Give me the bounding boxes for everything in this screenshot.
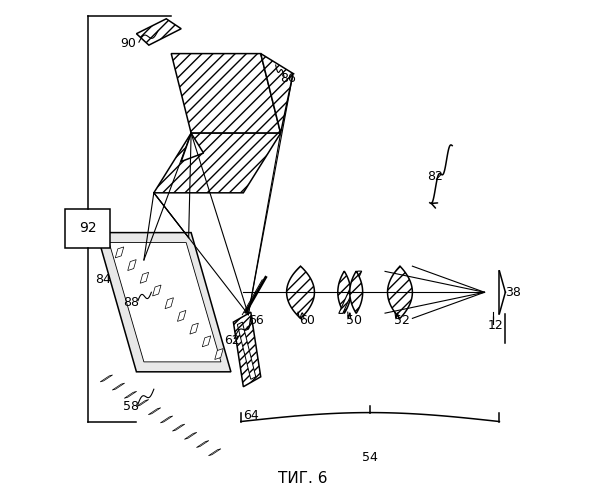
Polygon shape xyxy=(196,440,209,448)
Polygon shape xyxy=(112,383,125,390)
Polygon shape xyxy=(136,400,148,406)
Text: 50: 50 xyxy=(345,314,362,327)
Polygon shape xyxy=(153,285,161,296)
Text: 92: 92 xyxy=(79,221,96,235)
Polygon shape xyxy=(215,348,223,360)
Bar xyxy=(65,208,110,248)
Polygon shape xyxy=(339,271,362,314)
Polygon shape xyxy=(136,19,181,45)
Text: 84: 84 xyxy=(95,274,111,286)
Text: ΤИГ. 6: ΤИГ. 6 xyxy=(278,471,328,486)
Polygon shape xyxy=(190,323,198,334)
Text: 12: 12 xyxy=(488,319,504,332)
Polygon shape xyxy=(178,310,186,322)
Text: 62: 62 xyxy=(224,334,240,347)
Text: 64: 64 xyxy=(243,408,259,422)
Polygon shape xyxy=(171,54,281,133)
Polygon shape xyxy=(261,54,293,133)
Text: 54: 54 xyxy=(362,452,378,464)
Polygon shape xyxy=(350,271,362,314)
Text: 90: 90 xyxy=(120,37,136,50)
Text: 66: 66 xyxy=(248,314,264,327)
Polygon shape xyxy=(148,408,161,414)
Polygon shape xyxy=(109,242,221,362)
Text: 60: 60 xyxy=(299,314,315,327)
Text: 88: 88 xyxy=(124,296,139,308)
Polygon shape xyxy=(387,266,412,318)
Polygon shape xyxy=(96,232,231,372)
Polygon shape xyxy=(124,392,137,398)
Polygon shape xyxy=(208,449,221,456)
Polygon shape xyxy=(184,432,197,440)
Text: 52: 52 xyxy=(393,314,410,327)
Polygon shape xyxy=(238,322,256,380)
Polygon shape xyxy=(233,312,261,386)
Text: 82: 82 xyxy=(427,170,443,183)
Polygon shape xyxy=(115,247,124,258)
Text: 58: 58 xyxy=(124,400,139,413)
Polygon shape xyxy=(161,416,173,423)
Text: 86: 86 xyxy=(280,72,296,85)
Polygon shape xyxy=(140,272,148,283)
Polygon shape xyxy=(165,298,173,308)
Polygon shape xyxy=(100,375,113,382)
Polygon shape xyxy=(172,424,185,431)
Polygon shape xyxy=(128,260,136,270)
Text: 38: 38 xyxy=(505,286,521,299)
Polygon shape xyxy=(181,133,204,162)
Polygon shape xyxy=(202,336,211,347)
Polygon shape xyxy=(338,271,351,314)
Polygon shape xyxy=(154,133,281,193)
Polygon shape xyxy=(287,266,315,318)
